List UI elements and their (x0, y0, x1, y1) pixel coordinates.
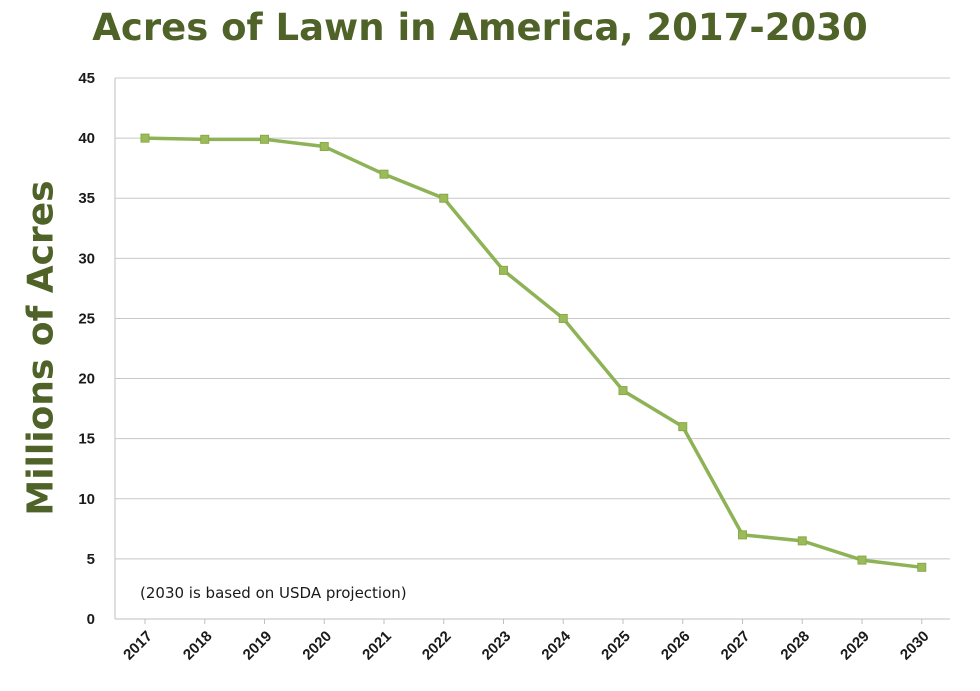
y-tick-label: 25 (78, 310, 95, 327)
y-tick-label: 5 (87, 551, 95, 568)
data-point-2029 (857, 555, 867, 565)
x-tick-label: 2028 (777, 628, 813, 664)
data-point-2025 (618, 386, 628, 396)
x-tick-label: 2019 (240, 628, 276, 664)
y-tick-label: 45 (78, 70, 95, 87)
data-point-2030 (917, 562, 927, 572)
y-tick-label: 30 (78, 250, 95, 267)
data-point-2018 (200, 134, 210, 144)
y-tick-label: 40 (78, 130, 95, 147)
x-tick-label: 2027 (718, 628, 754, 664)
data-point-2020 (319, 142, 329, 152)
data-point-2019 (260, 134, 269, 144)
y-tick-labels: 0 5 10 15 20 25 30 35 40 45 (78, 70, 95, 628)
y-tick-label: 0 (87, 611, 95, 628)
x-tick-label: 2024 (538, 627, 574, 663)
x-tick-label: 2026 (658, 628, 694, 664)
x-tick-label: 2030 (897, 628, 933, 664)
y-tick-label: 10 (78, 491, 95, 508)
y-tick-label: 20 (78, 371, 95, 388)
data-points (140, 133, 927, 572)
x-tick-label: 2020 (299, 628, 335, 664)
data-point-2021 (379, 169, 389, 179)
x-tick-label: 2017 (120, 628, 156, 664)
data-point-2024 (558, 313, 568, 323)
x-tick-label: 2018 (180, 628, 216, 664)
data-point-2026 (678, 422, 688, 432)
chart-annotation: (2030 is based on USDA projection) (140, 584, 407, 602)
x-tick-label: 2029 (837, 628, 873, 664)
chart-title: Acres of Lawn in America, 2017-2030 (92, 6, 868, 49)
x-tick-label: 2022 (419, 628, 455, 664)
data-point-2022 (439, 193, 449, 203)
x-tick-label: 2025 (598, 628, 634, 664)
data-point-2027 (738, 530, 747, 540)
x-tick-labels: 2017 2018 2019 2020 2021 2022 2023 2024 2025 2026… (120, 627, 932, 663)
gridlines (114, 77, 950, 624)
y-tick-label: 35 (78, 190, 95, 207)
data-point-2028 (797, 536, 807, 546)
series-line (144, 136, 922, 570)
data-point-2023 (499, 265, 508, 275)
series-lawn-acres (144, 136, 922, 570)
x-tick-label: 2021 (359, 628, 395, 664)
data-point-2017 (140, 133, 150, 143)
y-tick-label: 15 (78, 431, 95, 448)
x-tick-label: 2023 (479, 628, 515, 664)
